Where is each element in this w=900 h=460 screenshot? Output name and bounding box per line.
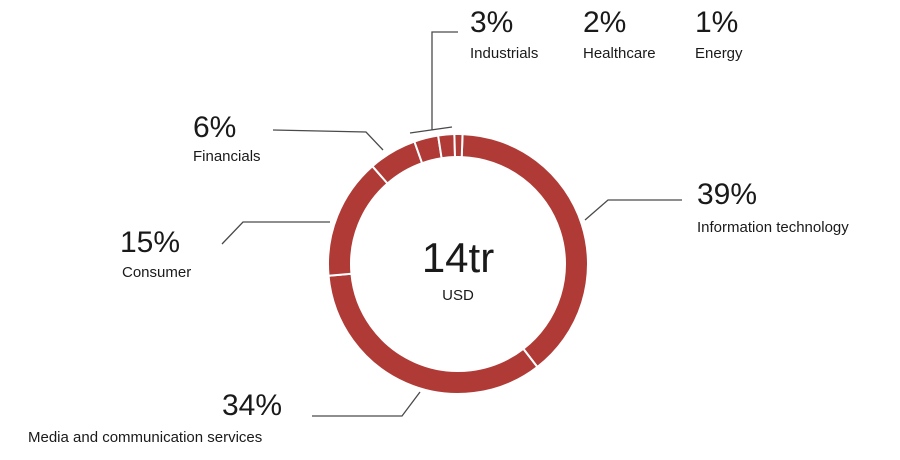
leader-small-sectors xyxy=(409,126,453,134)
slice-label-energy: Energy xyxy=(695,45,743,62)
slice-label-media: Media and communication services xyxy=(28,429,262,446)
pct-label-energy: 1% xyxy=(695,6,738,39)
leader-financials xyxy=(272,129,384,151)
pct-label-media: 34% xyxy=(222,389,282,422)
donut-slices xyxy=(327,133,589,395)
pct-label-financials: 6% xyxy=(193,111,236,144)
slice-label-information-technology: Information technology xyxy=(697,219,849,236)
leader-lines xyxy=(221,31,682,417)
slice-label-healthcare: Healthcare xyxy=(583,45,656,62)
pct-label-consumer: 15% xyxy=(120,226,180,259)
center-value: 14tr xyxy=(422,234,494,281)
slice-media-and-communication-services xyxy=(327,272,539,395)
leader-small-sectors-stem xyxy=(431,31,458,130)
slice-label-financials: Financials xyxy=(193,148,261,165)
leader-consumer xyxy=(221,221,330,245)
slice-healthcare xyxy=(436,133,457,160)
slice-consumer xyxy=(327,164,389,277)
leader-information-technology xyxy=(584,199,682,221)
center-unit: USD xyxy=(442,287,474,304)
slice-energy xyxy=(453,133,464,159)
leader-media xyxy=(312,391,421,417)
pct-label-information-technology: 39% xyxy=(697,178,757,211)
pct-label-healthcare: 2% xyxy=(583,6,626,39)
pct-label-industrials: 3% xyxy=(470,6,513,39)
slice-label-industrials: Industrials xyxy=(470,45,538,62)
slice-label-consumer: Consumer xyxy=(122,264,191,281)
